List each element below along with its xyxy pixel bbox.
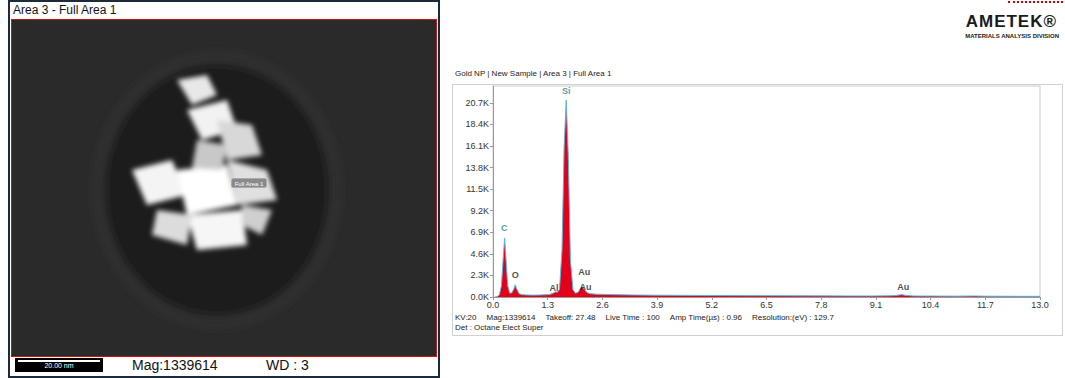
svg-text:3.9: 3.9 <box>651 300 664 310</box>
svg-text:Au: Au <box>580 282 592 292</box>
svg-text:13.8K: 13.8K <box>465 163 489 173</box>
svg-text:20.7K: 20.7K <box>465 98 489 108</box>
svg-text:6.5: 6.5 <box>760 300 773 310</box>
svg-text:11.7: 11.7 <box>977 300 994 310</box>
svg-text:13.0: 13.0 <box>1031 300 1049 310</box>
svg-text:7.8: 7.8 <box>815 300 828 310</box>
svg-text:0.0: 0.0 <box>487 300 500 310</box>
svg-text:C: C <box>501 223 508 233</box>
svg-text:Si: Si <box>562 86 571 96</box>
html-text:AMETEK®: AMETEK® <box>965 12 1057 31</box>
svg-text:16.1K: 16.1K <box>465 141 489 151</box>
html-text:WD : 3: WD : 3 <box>266 357 309 373</box>
svg-text:Full Area 1: Full Area 1 <box>235 181 264 187</box>
html-text:Live Time : 100: Live Time : 100 <box>605 313 660 322</box>
svg-text:1.3: 1.3 <box>541 300 554 310</box>
svg-text:6.9K: 6.9K <box>470 227 489 237</box>
html-text:Gold NP | New Sample | Area 3: Gold NP | New Sample | Area 3 | Full Are… <box>455 69 612 78</box>
svg-text:9.2K: 9.2K <box>470 206 489 216</box>
svg-text:9.1: 9.1 <box>870 300 883 310</box>
svg-text:11.5K: 11.5K <box>466 184 489 194</box>
svg-text:5.2: 5.2 <box>706 300 719 310</box>
html-text:Mag:1339614: Mag:1339614 <box>486 313 536 322</box>
html-text:MATERIALS ANALYSIS DIVISION: MATERIALS ANALYSIS DIVISION <box>965 33 1059 39</box>
svg-text:Au: Au <box>578 267 590 277</box>
html-text:Amp Time(µs) : 0.96: Amp Time(µs) : 0.96 <box>669 313 742 322</box>
svg-text:4.6K: 4.6K <box>470 249 489 259</box>
svg-text:2.6: 2.6 <box>596 300 609 310</box>
svg-text:Al: Al <box>550 283 559 293</box>
svg-text:10.4: 10.4 <box>922 300 940 310</box>
html-text:Takeoff: 27.48: Takeoff: 27.48 <box>545 313 596 322</box>
html-text:Area 3 - Full Area 1: Area 3 - Full Area 1 <box>13 3 117 17</box>
html-text:Resolution:(eV) : 129.7: Resolution:(eV) : 129.7 <box>752 313 834 322</box>
html-text:20.00 nm: 20.00 nm <box>44 362 74 369</box>
html-text:Mag:1339614: Mag:1339614 <box>132 357 218 373</box>
svg-text:2.3K: 2.3K <box>470 270 489 280</box>
svg-text:O: O <box>512 270 519 280</box>
html-text:KV:20: KV:20 <box>455 313 477 322</box>
svg-text:0.0K: 0.0K <box>470 292 489 302</box>
svg-text:18.4K: 18.4K <box>465 119 489 129</box>
svg-text:Au: Au <box>897 282 909 292</box>
html-text:Det : Octane Elect Super: Det : Octane Elect Super <box>455 323 544 332</box>
